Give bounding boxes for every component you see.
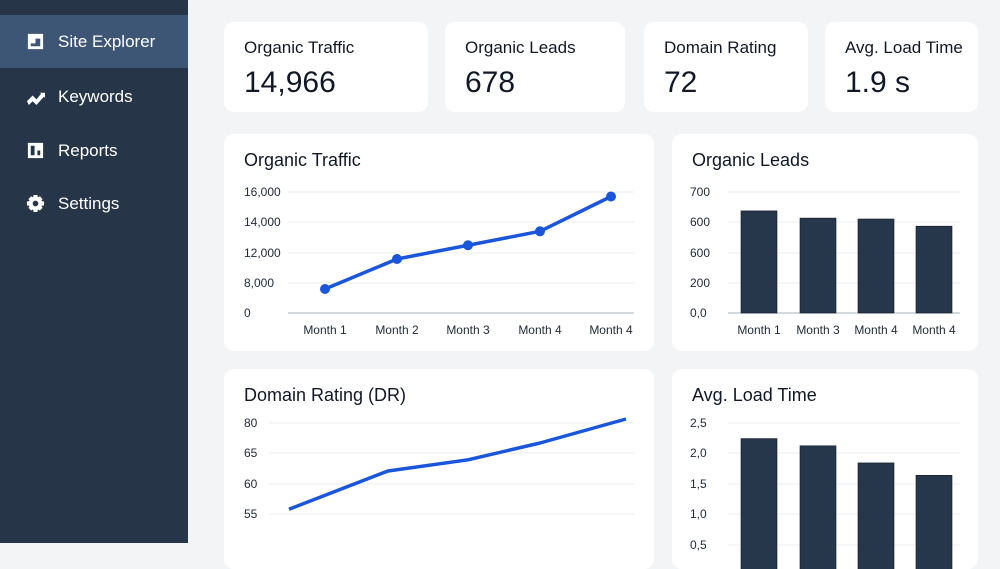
data-point — [463, 240, 473, 251]
trending-up-icon — [26, 92, 45, 106]
sidebar-item-label: Keywords — [58, 86, 133, 106]
reports-icon — [27, 142, 44, 159]
stat-label: Organic Leads — [465, 38, 576, 57]
bar — [857, 462, 895, 569]
x-tick-label: Month 4 — [518, 323, 562, 337]
chart-card-domain-rating: Domain Rating (DR) 55 60 65 80 — [224, 369, 654, 569]
stat-value: 14,966 — [244, 66, 336, 99]
data-point — [320, 284, 330, 294]
bar — [740, 210, 778, 314]
sidebar-item-label: Site Explorer — [58, 31, 156, 51]
x-tick-label: Month 1 — [303, 323, 347, 337]
chart-card-organic-traffic: Organic Traffic 0 8,000 12,000 14,000 16,000… — [224, 134, 654, 351]
y-tick-label: 200 — [690, 276, 710, 290]
data-point — [392, 254, 402, 264]
y-tick-label: 1,0 — [690, 507, 707, 521]
domain-rating-chart: 55 60 65 80 — [244, 416, 634, 521]
organic-traffic-chart: 0 8,000 12,000 14,000 16,000 Month 1 Month 2 Mo… — [244, 185, 634, 337]
stat-card-organic-leads: Organic Leads 678 — [445, 22, 625, 112]
y-tick-label: 2,0 — [690, 446, 707, 460]
data-point — [535, 226, 545, 237]
y-tick-label: 2,5 — [690, 416, 707, 430]
bar — [799, 445, 837, 569]
y-tick-label: 12,000 — [244, 246, 281, 260]
bar — [740, 438, 778, 569]
y-tick-label: 16,000 — [244, 185, 281, 199]
y-tick-label: 600 — [690, 215, 710, 229]
chart-title: Domain Rating (DR) — [244, 385, 407, 405]
y-tick-label: 0,5 — [690, 538, 707, 552]
y-tick-label: 1,5 — [690, 477, 707, 491]
gear-icon — [26, 194, 45, 213]
chart-card-load-time: Avg. Load Time 0,5 1,0 1,5 2,0 2,5 — [672, 369, 978, 569]
y-tick-label: 80 — [244, 416, 258, 430]
bar — [915, 225, 953, 314]
x-tick-label: Month 2 — [375, 323, 419, 337]
y-tick-label: 700 — [690, 185, 710, 199]
series-line — [288, 417, 627, 511]
y-tick-label: 600 — [690, 246, 710, 260]
stat-card-organic-traffic: Organic Traffic 14,966 — [224, 22, 428, 112]
y-tick-label: 0,0 — [690, 306, 707, 320]
stat-value: 72 — [664, 66, 698, 99]
bar — [915, 475, 953, 569]
sidebar-item-site-explorer[interactable]: Site Explorer — [0, 15, 188, 68]
site-explorer-icon — [27, 33, 44, 50]
organic-leads-chart: 0,0 200 600 600 700 Month 1 Month 3 Month 4 Mont… — [690, 185, 960, 337]
chart-title: Avg. Load Time — [692, 385, 817, 405]
x-tick-label: Month 1 — [737, 323, 781, 337]
y-tick-label: 60 — [244, 477, 258, 491]
data-point — [606, 191, 616, 202]
stat-label: Domain Rating — [664, 38, 777, 57]
stat-card-domain-rating: Domain Rating 72 — [644, 22, 808, 112]
y-tick-label: 8,000 — [244, 276, 274, 290]
x-tick-label: Month 3 — [446, 323, 490, 337]
y-tick-label: 0 — [244, 306, 251, 320]
sidebar-item-label: Settings — [58, 193, 120, 213]
sidebar-item-label: Reports — [58, 140, 118, 160]
chart-card-organic-leads: Organic Leads 0,0 200 600 600 700 Month 1 Mont… — [672, 134, 978, 351]
sidebar-item-reports[interactable]: Reports — [0, 124, 188, 177]
x-tick-label: Month 4 — [854, 323, 898, 337]
chart-title: Organic Traffic — [244, 150, 361, 170]
stat-value: 1.9 s — [845, 66, 911, 99]
y-tick-label: 55 — [244, 507, 258, 521]
load-time-chart: 0,5 1,0 1,5 2,0 2,5 — [690, 416, 960, 569]
chart-title: Organic Leads — [692, 150, 810, 170]
stat-label: Avg. Load Time — [845, 38, 963, 57]
x-tick-label: Month 3 — [796, 323, 840, 337]
stat-value: 678 — [465, 66, 516, 99]
sidebar-item-keywords[interactable]: Keywords — [0, 70, 188, 123]
stat-label: Organic Traffic — [244, 38, 355, 57]
x-tick-label: Month 4 — [589, 323, 633, 337]
sidebar: Site Explorer Keywords Reports Settings — [0, 0, 188, 543]
bar — [857, 218, 895, 314]
x-tick-label: Month 4 — [912, 323, 956, 337]
bar — [799, 217, 837, 314]
y-tick-label: 65 — [244, 446, 258, 460]
y-tick-label: 14,000 — [244, 215, 281, 229]
sidebar-item-settings[interactable]: Settings — [0, 177, 188, 230]
stat-card-load-time: Avg. Load Time 1.9 s — [825, 22, 978, 112]
